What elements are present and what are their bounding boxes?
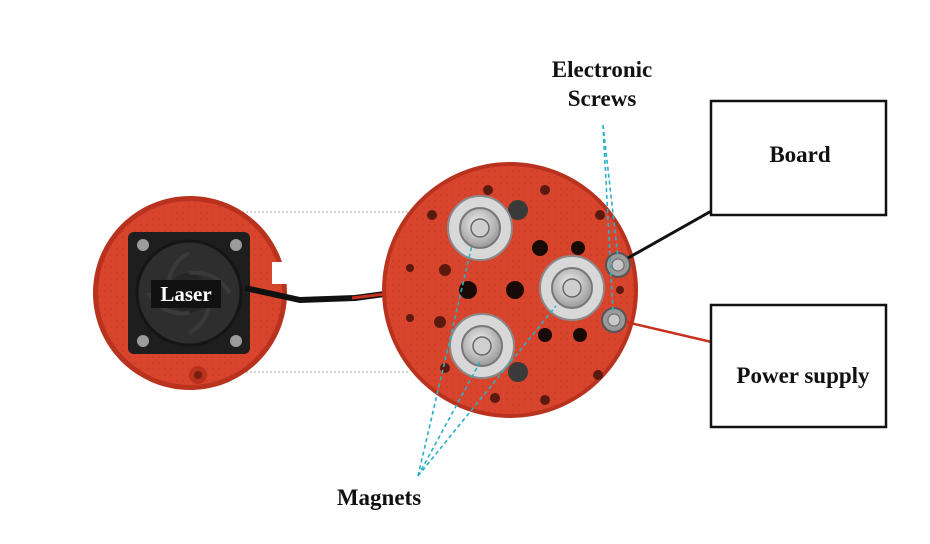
magnets-label: Magnets — [337, 485, 421, 510]
ring-magnet-icon — [539, 255, 605, 321]
screw-head-icon — [601, 307, 627, 333]
board-wire — [627, 203, 723, 260]
magnets-leader-lines — [417, 244, 557, 477]
ring-magnet-icon — [449, 313, 515, 379]
electronic-screws-label-line1: Electronic — [552, 57, 653, 82]
ring-magnet-icon — [447, 195, 513, 261]
laser-label-bg — [151, 280, 221, 308]
electronic-screws-label-line2: Screws — [568, 86, 637, 111]
screw-icon — [508, 362, 528, 382]
laser-label: Laser — [160, 282, 211, 306]
power-supply-box — [709, 303, 888, 429]
laser-housing: Laser — [93, 196, 288, 390]
plate-holes — [406, 185, 624, 405]
screws-leader-lines — [602, 124, 619, 313]
power-supply-label: Power supply — [736, 363, 870, 388]
mount-plate — [382, 162, 638, 418]
screw-head-icon — [605, 252, 631, 278]
board-box — [709, 99, 888, 217]
fan-icon — [128, 232, 250, 354]
board-label: Board — [769, 142, 831, 167]
screw-icon — [508, 200, 528, 220]
